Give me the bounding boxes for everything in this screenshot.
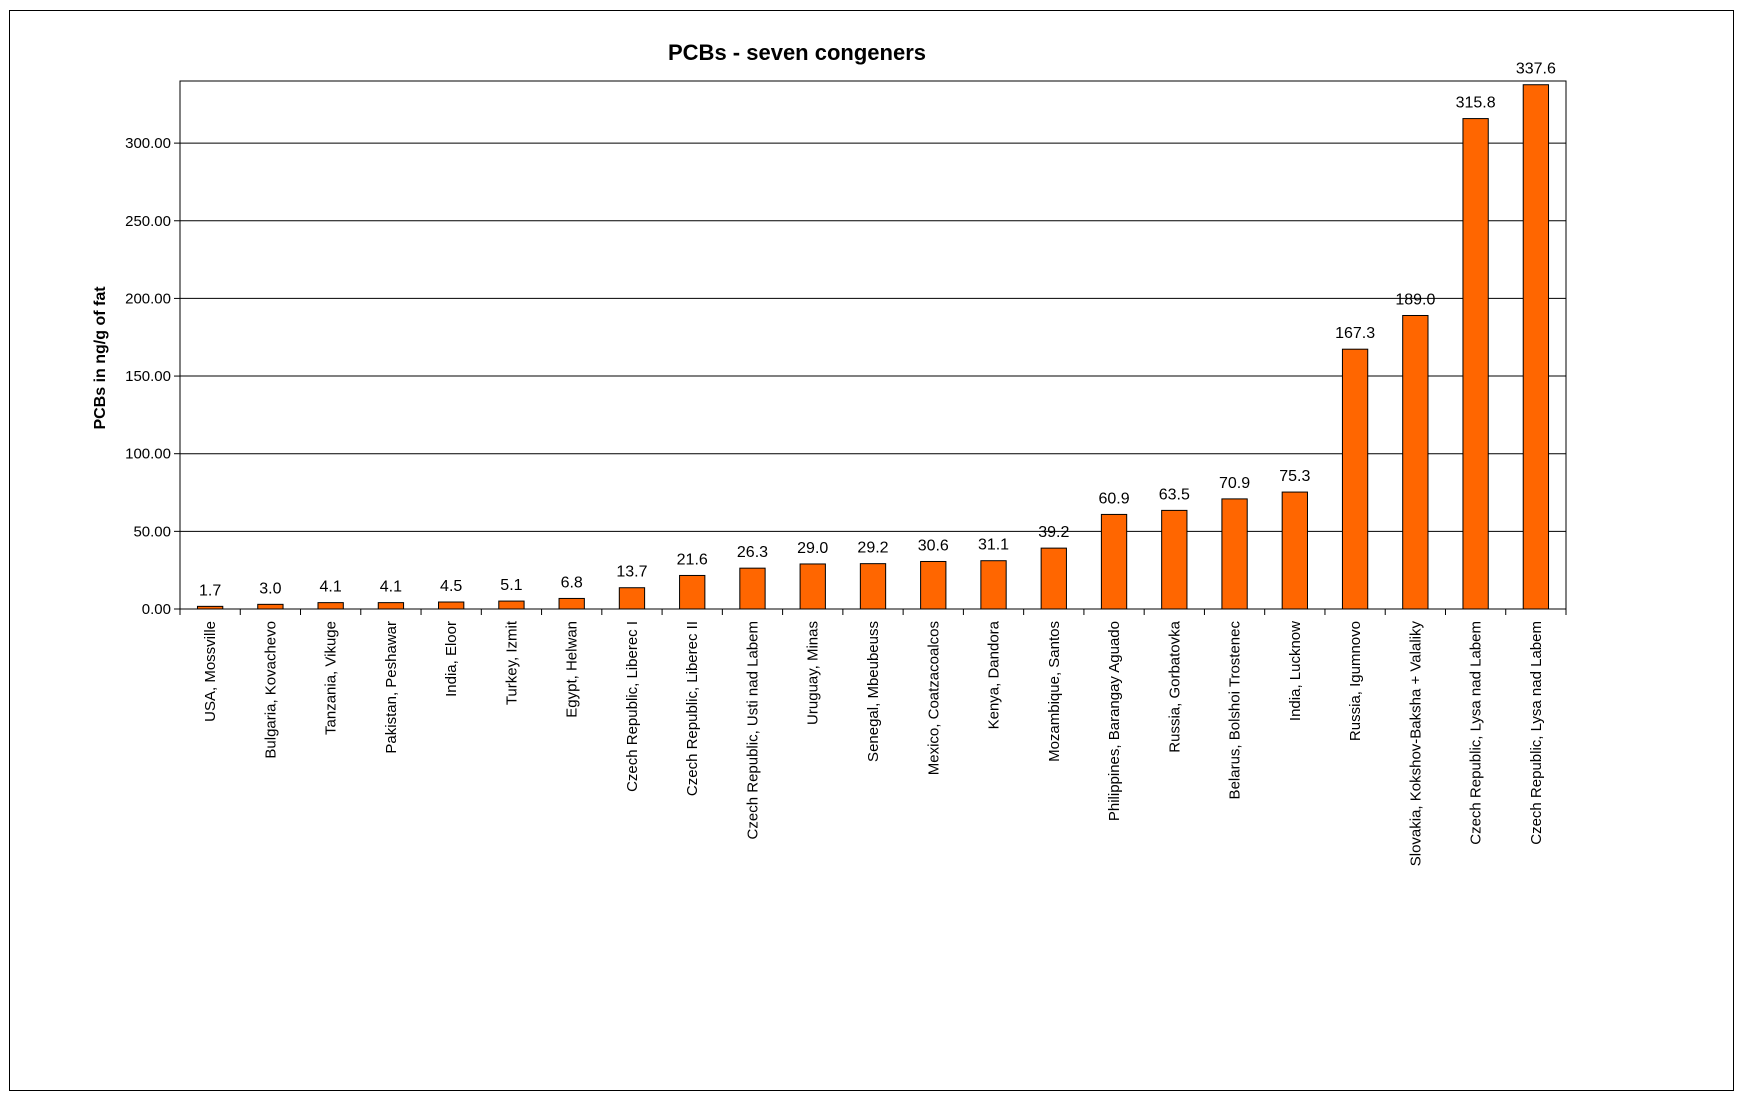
bar [257,603,284,610]
x-tick-label: Belarus, Bolshoi Trostenec [1227,621,1244,800]
bar [1522,84,1550,610]
data-label: 63.5 [1159,486,1190,503]
x-tick-label: Turkey, Izmit [503,620,520,705]
y-tick-label: 50.00 [133,523,171,540]
y-axis-label: PCBs in ng/g of fat [92,286,109,430]
x-tick-label: Philippines, Barangay Aguado [1106,621,1123,821]
y-tick-label: 100.00 [125,446,171,463]
data-label: 337.6 [1516,61,1556,78]
x-tick-label: Russia, Gorbatovka [1166,620,1183,752]
data-label: 4.1 [320,579,342,596]
x-tick-label: Uruguay, Minas [805,621,822,725]
x-axis-ticks: USA, Mossville Bulgaria, Kovachevo Tanzani… [179,609,1567,867]
data-label: 315.8 [1456,95,1496,112]
x-tick-label: Kenya, Dandora [986,620,1003,729]
data-label: 31.1 [978,537,1009,554]
data-label: 167.3 [1335,325,1375,342]
data-label: 60.9 [1098,490,1129,507]
bar [377,602,405,610]
data-label: 3.0 [259,580,281,597]
x-tick-label: India, Lucknow [1287,621,1304,721]
bar [1281,491,1308,610]
x-tick-label: Tanzania, Vikuge [323,621,340,735]
data-label: 29.2 [857,540,888,557]
x-tick-label: Czech Republic, Liberec II [684,621,701,796]
x-tick-label: Russia, Igumnovo [1347,621,1364,741]
x-tick-label: Czech Republic, Usti nad Labem [744,621,761,839]
x-tick-label: Mozambique, Santos [1046,621,1063,762]
bar [317,602,344,610]
x-tick-label: Senegal, Mbeubeuss [865,621,882,762]
bar [1040,547,1067,610]
x-tick-label: Czech Republic, Lysa nad Labem [1528,621,1545,845]
x-tick-label: India, Eloor [443,621,460,697]
data-label: 29.0 [797,540,828,557]
y-tick-label: 300.00 [125,135,171,152]
bar [558,597,585,610]
y-tick-label: 250.00 [125,213,171,230]
data-label: 75.3 [1279,468,1310,485]
x-tick-label: USA, Mossville [202,621,219,722]
x-tick-label: Slovakia, Kokshov-Baksha + Valaliky [1407,621,1424,867]
bar [618,587,646,610]
x-tick-label: Czech Republic, Lysa nad Labem [1468,621,1485,845]
bar [1161,509,1188,610]
gridlines [180,142,1566,532]
y-tick-label: 0.00 [142,601,171,618]
bar-chart: PCBs - seven congeners PCBs in ng/g of f… [92,40,1567,867]
bar [1100,513,1128,610]
chart-frame: PCBs - seven congeners PCBs in ng/g of f… [9,10,1734,1091]
bar [1462,118,1489,610]
x-tick-label: Bulgaria, Kovachevo [262,621,279,759]
data-label: 21.6 [677,551,708,568]
bar [859,563,887,610]
plot-area [179,80,1567,610]
bar [920,560,947,610]
data-label: 189.0 [1395,291,1435,308]
data-labels: 1.7 3.0 4.1 4.1 4.5 5.1 6.8 13.7 21.6 26.3 29.0 29.… [199,61,1556,600]
data-label: 4.5 [440,578,462,595]
data-label: 5.1 [500,577,522,594]
chart-title: PCBs - seven congeners [668,40,926,65]
x-tick-label: Mexico, Coatzacoalcos [925,621,942,775]
y-axis-ticks: 0.00 50.00 100.00 150.00 200.00 250.00 300.00 [125,135,180,618]
bar [1402,314,1429,610]
data-label: 26.3 [737,544,768,561]
x-tick-label: Egypt, Helwan [564,621,581,718]
y-tick-label: 150.00 [125,368,171,385]
x-tick-label: Czech Republic, Liberec I [624,621,641,792]
bar [498,600,525,610]
bar [679,574,706,610]
bar [980,560,1007,610]
bar [438,601,465,610]
bars [196,84,1550,610]
data-label: 4.1 [380,579,402,596]
data-label: 1.7 [199,582,221,599]
data-label: 39.2 [1038,524,1069,541]
bar [799,563,826,610]
data-label: 70.9 [1219,475,1250,492]
x-tick-label: Pakistan, Peshawar [383,621,400,754]
y-tick-label: 200.00 [125,290,171,307]
bar [1341,348,1369,610]
data-label: 30.6 [918,537,949,554]
data-label: 6.8 [561,574,583,591]
bar [739,567,766,610]
bar [1221,498,1248,610]
data-label: 13.7 [616,564,647,581]
